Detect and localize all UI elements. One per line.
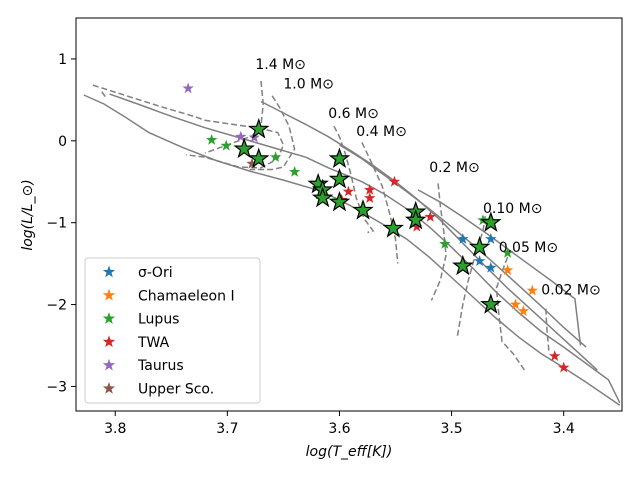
legend-label-5: Taurus: [137, 358, 184, 374]
legend: σ-Ori Chamaeleon I Lupus TWA Taurus Upper Sco…: [84, 257, 261, 404]
mass-track-1: [92, 84, 285, 169]
x-tick-label-1: 3.8: [104, 421, 126, 437]
point--ori-2: [457, 233, 469, 244]
mass-track-10: [545, 308, 550, 354]
mass-label-1: 1.4 M⊙: [255, 57, 306, 73]
isochrones-layer: [83, 93, 621, 406]
highlighted-star-17: [480, 293, 502, 314]
mass-label-4: 0.4 M⊙: [356, 124, 407, 140]
point-chamaeleon-i-1: [501, 264, 514, 276]
mass-track-7: [430, 183, 447, 301]
legend-label-1: σ-Ori: [138, 265, 173, 281]
point-chamaeleon-i-4: [526, 284, 539, 296]
highlighted-star-15: [468, 235, 491, 257]
legend-label-4: TWA: [137, 335, 170, 351]
mass-track-4: [249, 95, 296, 171]
x-axis-label: log(T_eff[K]): [306, 444, 393, 460]
y-tick-label-5: −3: [46, 379, 67, 395]
legend-items: σ-Ori Chamaeleon I Lupus TWA Taurus Upper Sco…: [102, 265, 235, 398]
highlighted-star-11: [382, 217, 405, 238]
x-tick-label-3: 3.6: [328, 421, 350, 437]
highlighted-star-3: [247, 147, 270, 168]
point-twa-7: [424, 210, 436, 222]
point--ori-3: [473, 255, 486, 267]
highlighted-star-8: [311, 186, 334, 208]
point-twa-2: [342, 185, 355, 197]
point-twa-4: [364, 192, 376, 203]
legend-label-2: Chamaeleon I: [138, 288, 235, 304]
isochrone-line-3: [260, 100, 598, 371]
y-tick-label-3: −1: [46, 216, 67, 232]
point--ori-4: [485, 261, 497, 273]
point-taurus-1: [182, 82, 194, 94]
legend-label-6: Upper Sco.: [138, 382, 214, 398]
mass-label-6: 0.10 M⊙: [483, 201, 542, 217]
point-twa-8: [549, 350, 561, 361]
y-axis-ticks: 1 0 −1 −2 −3: [46, 52, 76, 395]
highlighted-star-2: [233, 137, 255, 159]
point-upper-sco--1: [246, 157, 258, 169]
legend-box: [84, 257, 261, 404]
point-lupus-1: [205, 133, 218, 145]
highlight-layer: [233, 118, 502, 314]
legend-marker-4: [102, 335, 116, 348]
legend-marker-6: [102, 382, 116, 394]
x-tick-label-4: 3.5: [440, 421, 462, 437]
point-lupus-5: [439, 237, 451, 249]
highlighted-star-10: [352, 199, 374, 220]
highlighted-star-14: [480, 211, 502, 232]
mass-label-7: 0.05 M⊙: [499, 240, 558, 256]
mass-labels-layer: 1.4 M⊙ 1.0 M⊙ 0.6 M⊙ 0.4 M⊙ 0.2 M⊙ 0.10 M⊙ 0.0…: [255, 57, 600, 299]
mass-track-5: [333, 125, 375, 234]
legend-marker-3: [102, 312, 116, 324]
mass-label-3: 0.6 M⊙: [328, 106, 379, 122]
plot-frame: [75, 17, 623, 412]
mass-label-5: 0.2 M⊙: [429, 160, 480, 176]
point-lupus-7: [501, 246, 514, 258]
x-axis-ticks: 3.8 3.7 3.6 3.5 3.4: [104, 411, 575, 437]
point-lupus-3: [269, 151, 282, 163]
point-taurus-2: [235, 130, 247, 142]
point-lupus-2: [220, 139, 232, 151]
mass-track-2: [101, 91, 107, 99]
legend-label-3: Lupus: [138, 312, 179, 328]
point-twa-3: [364, 183, 376, 195]
legend-marker-2: [102, 288, 116, 301]
mass-label-8: 0.02 M⊙: [541, 283, 600, 299]
highlighted-star-4: [328, 147, 351, 168]
highlighted-star-9: [328, 190, 351, 212]
mass-track-6: [361, 142, 399, 264]
point-lupus-4: [288, 165, 301, 177]
y-tick-label-1: 1: [58, 52, 67, 68]
tracks-layer: [92, 80, 550, 371]
point--ori-5: [485, 233, 497, 244]
highlighted-star-7: [328, 167, 351, 189]
y-tick-label-4: −2: [46, 298, 67, 314]
point-twa-5: [388, 175, 401, 187]
y-tick-label-2: 0: [58, 134, 67, 150]
legend-marker-1: [102, 265, 116, 278]
mass-track-9: [495, 256, 526, 371]
point-twa-9: [557, 361, 570, 373]
highlighted-star-13: [404, 208, 427, 230]
x-tick-label-5: 3.4: [553, 421, 575, 437]
highlighted-star-1: [247, 118, 270, 139]
point-chamaeleon-i-2: [509, 298, 522, 310]
legend-marker-5: [102, 358, 116, 371]
mass-track-3: [204, 80, 264, 154]
highlighted-star-16: [452, 254, 474, 276]
point-twa-6: [411, 220, 423, 232]
y-axis-label: log(L/L_⊙): [20, 179, 36, 250]
x-tick-label-2: 3.7: [216, 421, 238, 437]
isochrone-line-1: [83, 94, 621, 406]
mass-label-2: 1.0 M⊙: [283, 76, 334, 92]
mass-track-8: [456, 215, 486, 338]
point-chamaeleon-i-3: [517, 305, 530, 316]
